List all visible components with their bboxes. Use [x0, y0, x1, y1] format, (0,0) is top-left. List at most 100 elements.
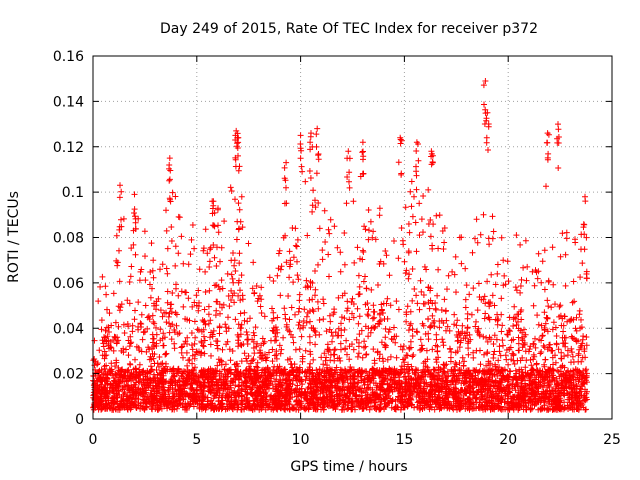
- data-point: [286, 328, 293, 335]
- data-point: [269, 381, 276, 388]
- data-point: [264, 364, 271, 371]
- data-point: [255, 388, 262, 395]
- data-point: [369, 234, 376, 241]
- data-point: [232, 268, 239, 274]
- data-point: [535, 250, 542, 257]
- data-point: [237, 325, 244, 332]
- data-point: [383, 252, 390, 259]
- data-point: [549, 326, 556, 333]
- data-point: [219, 304, 225, 311]
- data-point: [178, 344, 185, 351]
- data-point: [351, 259, 358, 266]
- data-point: [207, 334, 213, 341]
- data-point: [231, 387, 238, 394]
- data-point: [405, 249, 412, 256]
- data-point: [504, 400, 511, 407]
- data-point: [324, 341, 331, 348]
- data-point: [237, 331, 244, 338]
- data-point: [352, 387, 359, 394]
- data-point: [276, 342, 283, 349]
- data-point: [494, 261, 501, 268]
- data-point: [432, 399, 439, 406]
- data-point: [478, 393, 485, 400]
- data-point: [261, 313, 268, 320]
- data-point: [188, 330, 195, 336]
- data-point: [550, 367, 557, 374]
- data-point: [543, 183, 549, 190]
- data-point: [372, 236, 379, 243]
- data-point: [470, 285, 477, 292]
- data-point: [490, 382, 497, 389]
- data-point: [453, 332, 460, 338]
- data-point: [177, 395, 184, 402]
- data-point: [215, 394, 222, 401]
- data-point: [485, 299, 492, 306]
- data-point: [214, 368, 221, 375]
- data-point: [209, 367, 216, 374]
- data-point: [231, 299, 238, 306]
- data-point: [258, 310, 265, 316]
- data-point: [437, 367, 444, 374]
- data-point: [405, 275, 412, 282]
- data-point: [236, 225, 242, 232]
- data-point: [415, 372, 422, 379]
- data-point: [385, 329, 392, 335]
- data-point: [567, 317, 573, 324]
- data-point: [236, 250, 243, 257]
- data-point: [360, 278, 367, 285]
- data-point: [150, 355, 157, 362]
- data-point: [501, 272, 508, 279]
- data-point: [382, 342, 389, 349]
- data-point: [490, 228, 497, 235]
- data-point: [163, 400, 170, 407]
- data-point: [376, 205, 383, 212]
- data-point: [494, 373, 501, 379]
- data-point: [282, 377, 289, 384]
- data-point: [527, 343, 534, 350]
- data-point: [484, 278, 491, 285]
- data-point: [172, 243, 179, 250]
- data-point: [227, 366, 234, 373]
- data-point: [113, 339, 120, 345]
- data-point: [326, 273, 332, 280]
- data-point: [517, 283, 524, 289]
- data-point: [333, 378, 340, 385]
- data-point: [104, 306, 110, 313]
- data-point: [484, 403, 491, 410]
- data-point: [356, 291, 363, 298]
- data-point: [346, 316, 353, 323]
- data-point: [290, 254, 297, 261]
- data-point: [341, 261, 348, 268]
- data-point: [455, 337, 462, 344]
- data-point: [225, 314, 231, 321]
- data-point: [186, 373, 193, 380]
- data-point: [564, 318, 571, 325]
- data-point: [112, 319, 119, 326]
- data-point: [313, 367, 320, 373]
- data-point: [242, 388, 249, 395]
- data-point: [496, 348, 503, 355]
- data-point: [550, 319, 557, 326]
- data-point: [214, 206, 221, 213]
- data-point: [311, 327, 318, 334]
- data-point: [219, 285, 226, 292]
- data-point: [116, 247, 122, 254]
- data-point: [537, 371, 544, 378]
- data-point: [288, 304, 295, 311]
- data-point: [491, 332, 498, 339]
- data-point: [301, 306, 308, 313]
- data-point: [350, 301, 357, 307]
- data-point: [382, 334, 389, 341]
- data-point: [178, 288, 185, 295]
- data-point: [245, 240, 252, 247]
- data-point: [358, 327, 365, 334]
- data-point: [223, 380, 230, 386]
- data-point: [200, 342, 206, 349]
- data-point: [280, 234, 287, 241]
- data-point: [132, 356, 138, 363]
- data-point: [455, 390, 462, 397]
- data-point: [515, 334, 522, 341]
- data-point: [416, 306, 423, 313]
- data-point: [539, 368, 546, 375]
- data-point: [280, 367, 287, 374]
